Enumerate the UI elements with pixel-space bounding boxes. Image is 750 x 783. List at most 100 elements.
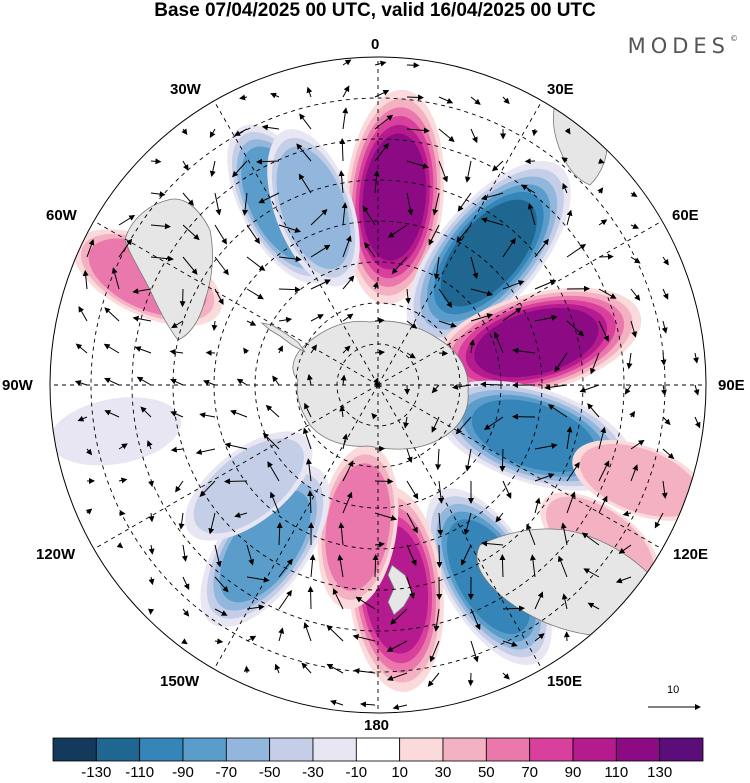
- wind-arrow: [342, 235, 352, 258]
- wind-arrow: [150, 255, 174, 262]
- wind-arrow: [208, 512, 216, 535]
- wind-arrow: [561, 593, 568, 610]
- wind-arrow: [597, 187, 604, 194]
- wind-arrow: [298, 173, 312, 194]
- wind-arrow: [77, 415, 88, 422]
- wind-arrow: [587, 403, 600, 418]
- wind-arrow: [246, 576, 270, 583]
- wind-arrow: [438, 96, 454, 104]
- wind-arrow: [590, 352, 600, 375]
- wind-arrow: [246, 224, 260, 245]
- wind-arrow: [182, 192, 194, 206]
- wind-arrow: [150, 191, 166, 198]
- wind-arrow: [242, 192, 249, 216]
- wind-arrow: [258, 192, 280, 204]
- wind-arrow: [432, 192, 440, 216]
- wind-arrow: [470, 608, 481, 631]
- wind-arrow: [246, 635, 257, 642]
- wind-arrow: [404, 288, 411, 304]
- wind-arrow: [499, 554, 506, 578]
- colorbar-swatch: [659, 737, 704, 762]
- colorbar-swatch: [139, 737, 184, 762]
- wind-arrow: [270, 92, 280, 99]
- latitude-circle: [172, 179, 584, 591]
- colorbar-tick-label: 110: [604, 764, 629, 781]
- wind-arrow: [660, 352, 667, 366]
- wind-arrow: [693, 384, 700, 396]
- logo-text: MODES: [627, 34, 730, 58]
- wind-arrow: [296, 143, 312, 162]
- wind-arrow: [390, 608, 408, 625]
- wind-arrow: [427, 672, 440, 687]
- wind-arrow: [374, 317, 385, 324]
- wind-arrow: [85, 508, 93, 515]
- wind-arrow: [239, 94, 248, 101]
- wind-arrow: [134, 346, 152, 354]
- modes-logo: MODES©: [628, 34, 738, 58]
- wind-arrow: [374, 512, 398, 521]
- wind-arrow: [306, 373, 313, 386]
- wind-arrow: [82, 269, 89, 290]
- colorbar-tick-label: -110: [125, 764, 155, 781]
- wind-arrow: [615, 576, 632, 584]
- wind-arrow: [406, 160, 429, 169]
- wind-arrow: [521, 184, 536, 194]
- wind-arrow: [495, 512, 504, 523]
- wind-arrow: [630, 464, 639, 482]
- wind-arrow: [278, 256, 302, 262]
- wind-arrow: [224, 478, 248, 485]
- wind-arrow: [406, 512, 418, 534]
- wind-arrow: [461, 544, 472, 566]
- wind-arrow: [353, 668, 376, 675]
- wind-arrow: [480, 217, 504, 226]
- wind-arrow: [332, 588, 344, 610]
- wind-arrow: [338, 522, 345, 546]
- wind-arrow: [214, 576, 229, 593]
- wind-arrow: [342, 313, 354, 322]
- wind-arrow: [392, 704, 408, 710]
- colorbar-tick-label: -50: [258, 764, 281, 781]
- wind-arrow: [214, 608, 228, 616]
- wind-arrow: [502, 672, 510, 680]
- wind-arrow: [214, 288, 224, 305]
- wind-arrow: [598, 460, 610, 482]
- wind-arrow: [342, 85, 350, 98]
- wind-arrow: [374, 349, 385, 356]
- wind-arrow: [544, 384, 568, 391]
- wind-arrow: [276, 522, 283, 546]
- wind-arrow: [437, 512, 444, 536]
- wind-arrow: [224, 442, 248, 450]
- wind-arrow: [302, 427, 312, 450]
- wind-arrow: [470, 256, 479, 280]
- meridian-line: [93, 384, 379, 550]
- wind-arrow: [662, 288, 669, 300]
- wind-arrow: [630, 256, 641, 264]
- wind-arrow: [86, 448, 93, 456]
- wind-arrow: [265, 404, 280, 418]
- wind-arrow: [118, 477, 128, 484]
- wind-arrow: [148, 544, 155, 555]
- wind-arrow: [527, 203, 536, 226]
- colorbar-tick-label: -70: [215, 764, 238, 781]
- meridian-line: [377, 100, 543, 386]
- wind-arrow: [493, 331, 504, 354]
- wind-arrow: [78, 306, 88, 322]
- wind-arrow: [480, 192, 504, 201]
- lon-label-30w: 30W: [170, 81, 201, 98]
- wind-arrow: [372, 554, 379, 578]
- wind-arrow: [502, 640, 518, 647]
- wind-arrow: [136, 376, 152, 386]
- wind-arrow: [214, 256, 229, 276]
- colorbar-tick-label: 70: [521, 764, 539, 781]
- wind-arrow: [246, 320, 257, 326]
- wind-arrow: [457, 192, 472, 212]
- colorbar-tick-label: 10: [391, 764, 409, 781]
- wind-arrow: [433, 608, 440, 632]
- wind-arrow: [104, 410, 120, 418]
- wind-arrow: [234, 512, 248, 518]
- wind-arrow: [491, 160, 504, 172]
- wind-arrow: [437, 480, 444, 504]
- wind-arrow: [310, 279, 331, 290]
- wind-arrow: [579, 384, 600, 393]
- wind-arrow: [362, 205, 376, 226]
